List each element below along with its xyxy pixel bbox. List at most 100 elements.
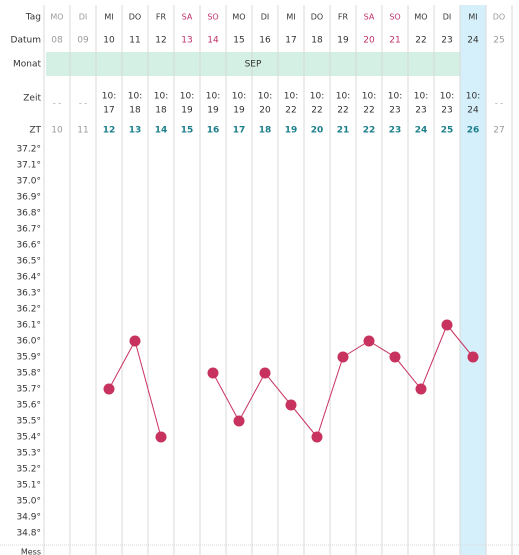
time-minute: 23 bbox=[415, 106, 426, 116]
y-tick-label: 34.9° bbox=[16, 513, 41, 523]
date-label: 13 bbox=[181, 36, 192, 46]
zt-label: 11 bbox=[77, 126, 88, 136]
y-tick-label: 35.0° bbox=[16, 497, 41, 507]
zt-label: 13 bbox=[129, 126, 142, 136]
day-label: FR bbox=[156, 13, 167, 22]
date-label: 10 bbox=[103, 36, 115, 46]
y-tick-label: 36.8° bbox=[16, 209, 41, 219]
data-point[interactable] bbox=[441, 319, 453, 331]
data-point[interactable] bbox=[259, 367, 271, 379]
date-label: 21 bbox=[389, 36, 400, 46]
y-tick-label: 36.9° bbox=[16, 193, 41, 203]
series-line-segment bbox=[290, 404, 318, 438]
zt-label: 21 bbox=[337, 126, 350, 136]
row-label-bottom: Mess bbox=[21, 548, 41, 555]
y-tick-label: 36.0° bbox=[16, 337, 41, 347]
y-tick-label: 36.2° bbox=[16, 305, 41, 315]
series-line-segment bbox=[316, 356, 344, 438]
time-minute: 17 bbox=[103, 106, 114, 116]
y-tick-label: 35.8° bbox=[16, 369, 41, 379]
data-point[interactable] bbox=[233, 415, 245, 427]
y-tick-label: 35.5° bbox=[16, 417, 41, 427]
series-line-segment bbox=[238, 372, 266, 422]
time-hour: 10: bbox=[206, 92, 220, 102]
day-label: DO bbox=[493, 13, 505, 22]
zt-label: 22 bbox=[363, 126, 376, 136]
y-tick-label: 36.1° bbox=[16, 321, 41, 331]
data-point[interactable] bbox=[207, 367, 219, 379]
month-band bbox=[46, 52, 460, 76]
data-point[interactable] bbox=[103, 383, 115, 395]
date-label: 11 bbox=[129, 36, 140, 46]
date-label: 22 bbox=[415, 36, 426, 46]
time-hour: 10: bbox=[362, 92, 376, 102]
day-label: DI bbox=[261, 13, 270, 22]
time-minute: 18 bbox=[129, 106, 141, 116]
series-line-segment bbox=[264, 372, 292, 406]
day-label: MI bbox=[286, 13, 295, 22]
row-label-zeit: Zeit bbox=[23, 94, 41, 104]
time-minute: 19 bbox=[181, 106, 193, 116]
date-label: 15 bbox=[233, 36, 244, 46]
data-point[interactable] bbox=[337, 351, 349, 363]
time-minute: 20 bbox=[259, 106, 271, 116]
y-tick-label: 35.9° bbox=[16, 353, 41, 363]
time-hour: 10: bbox=[180, 92, 194, 102]
data-point[interactable] bbox=[389, 351, 401, 363]
day-label: DO bbox=[311, 13, 323, 22]
time-empty: - - bbox=[53, 99, 61, 108]
y-tick-label: 35.1° bbox=[16, 481, 41, 491]
day-label: FR bbox=[338, 13, 349, 22]
zt-label: 14 bbox=[155, 126, 168, 136]
time-hour: 10: bbox=[310, 92, 324, 102]
time-hour: 10: bbox=[284, 92, 298, 102]
row-label-zt: ZT bbox=[29, 126, 41, 136]
zt-label: 15 bbox=[181, 126, 194, 136]
data-point[interactable] bbox=[467, 351, 479, 363]
zt-label: 26 bbox=[467, 126, 480, 136]
day-label: DO bbox=[129, 13, 141, 22]
time-minute: 19 bbox=[207, 106, 219, 116]
data-point[interactable] bbox=[311, 431, 323, 443]
time-minute: 23 bbox=[441, 106, 452, 116]
day-label: SO bbox=[207, 13, 218, 22]
time-hour: 10: bbox=[440, 92, 454, 102]
y-tick-label: 35.2° bbox=[16, 465, 41, 475]
time-minute: 22 bbox=[311, 106, 322, 116]
zt-label: 20 bbox=[311, 126, 324, 136]
time-hour: 10: bbox=[128, 92, 142, 102]
time-hour: 10: bbox=[102, 92, 116, 102]
row-label-tag: Tag bbox=[25, 13, 41, 23]
series-line-segment bbox=[446, 324, 474, 358]
zt-label: 27 bbox=[493, 126, 504, 136]
time-minute: 18 bbox=[155, 106, 167, 116]
day-label: SA bbox=[364, 13, 375, 22]
series-line-segment bbox=[134, 340, 162, 438]
data-point[interactable] bbox=[285, 399, 297, 411]
time-hour: 10: bbox=[336, 92, 350, 102]
data-point[interactable] bbox=[363, 335, 375, 347]
date-label: 20 bbox=[363, 36, 375, 46]
time-minute: 23 bbox=[389, 106, 400, 116]
day-label: MO bbox=[232, 13, 245, 22]
zt-label: 23 bbox=[389, 126, 402, 136]
zt-label: 25 bbox=[441, 126, 454, 136]
time-hour: 10: bbox=[466, 92, 480, 102]
date-label: 18 bbox=[311, 36, 323, 46]
data-point[interactable] bbox=[155, 431, 167, 443]
day-label: MI bbox=[468, 13, 477, 22]
y-tick-label: 35.6° bbox=[16, 401, 41, 411]
data-point[interactable] bbox=[415, 383, 427, 395]
y-tick-label: 36.3° bbox=[16, 289, 41, 299]
zt-label: 12 bbox=[103, 126, 116, 136]
y-tick-label: 37.1° bbox=[16, 161, 41, 171]
data-point[interactable] bbox=[129, 335, 141, 347]
time-hour: 10: bbox=[154, 92, 168, 102]
y-tick-label: 35.4° bbox=[16, 433, 41, 443]
series-line-segment bbox=[420, 324, 448, 390]
zt-label: 16 bbox=[207, 126, 220, 136]
date-label: 16 bbox=[259, 36, 271, 46]
y-tick-label: 35.7° bbox=[16, 385, 41, 395]
y-tick-label: 34.8° bbox=[16, 529, 41, 539]
